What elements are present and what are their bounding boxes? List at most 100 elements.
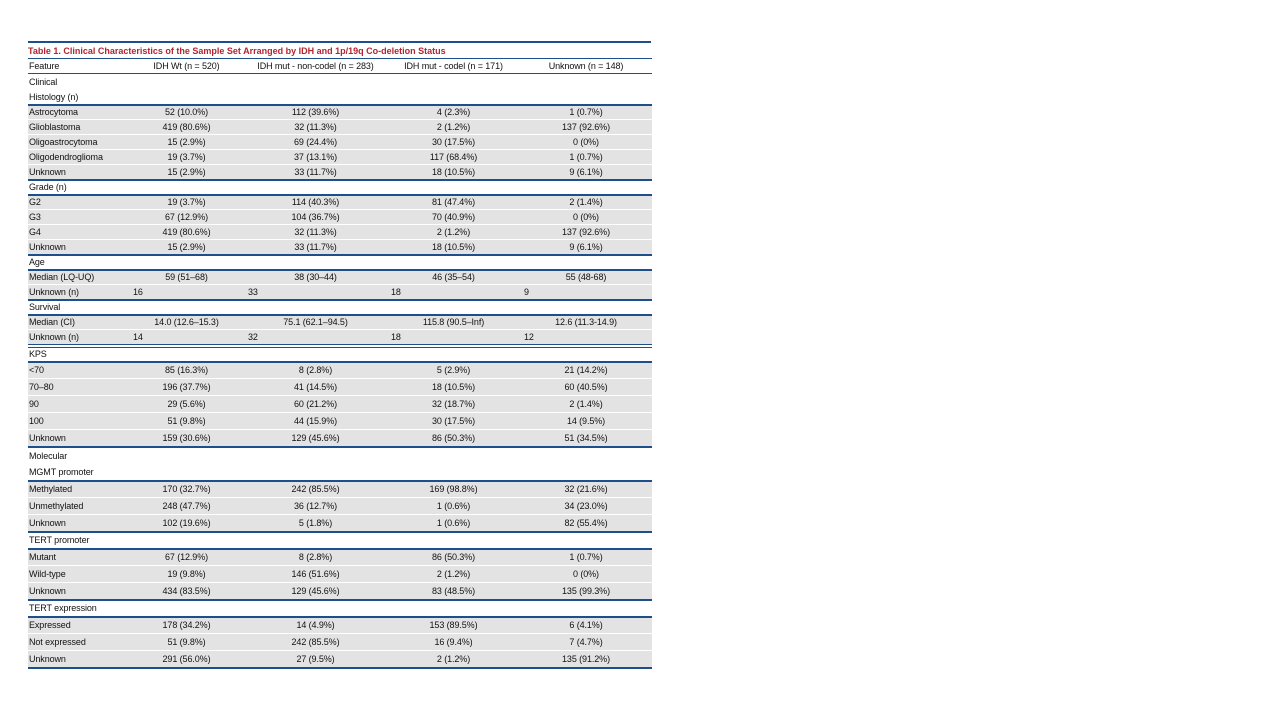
cell-idh-mut-non-codel: 69 (24.4%): [244, 134, 387, 150]
table-row: Unknown 434 (83.5%) 129 (45.6%) 83 (48.5%) 1…: [28, 582, 652, 601]
cell-feature: Astrocytoma: [28, 104, 129, 120]
cell-unknown: 6 (4.1%): [520, 616, 652, 634]
section-label: MGMT promoter: [28, 463, 652, 482]
header-idh-mut-non-codel: IDH mut - non-codel (n = 283): [244, 58, 387, 74]
cell-idh-mut-non-codel: 129 (45.6%): [244, 582, 387, 601]
table-row: Unknown (n) 14 32 18 12: [28, 329, 652, 348]
cell-unknown: 82 (55.4%): [520, 514, 652, 533]
table-row: Unknown 15 (2.9%) 33 (11.7%) 18 (10.5%) 9 (6…: [28, 164, 652, 181]
cell-idh-wt: 170 (32.7%): [129, 480, 244, 498]
cell-idh-mut-codel: 115.8 (90.5–Inf): [387, 314, 520, 330]
cell-idh-mut-non-codel: 129 (45.6%): [244, 429, 387, 448]
cell-idh-mut-codel: 1 (0.6%): [387, 497, 520, 515]
cell-feature: <70: [28, 361, 129, 379]
cell-unknown: 1 (0.7%): [520, 149, 652, 165]
cell-unknown: 135 (91.2%): [520, 650, 652, 669]
section-row: Age: [28, 254, 652, 271]
cell-unknown: 60 (40.5%): [520, 378, 652, 396]
section-row: Clinical: [28, 73, 652, 90]
header-feature: Feature: [28, 58, 129, 74]
cell-idh-mut-codel: 117 (68.4%): [387, 149, 520, 165]
cell-idh-mut-non-codel: 44 (15.9%): [244, 412, 387, 430]
header-row: Feature IDH Wt (n = 520) IDH mut - non-c…: [28, 58, 652, 74]
cell-idh-wt: 59 (51–68): [129, 269, 244, 285]
cell-idh-wt: 102 (19.6%): [129, 514, 244, 533]
cell-idh-mut-codel: 30 (17.5%): [387, 412, 520, 430]
cell-idh-wt: 29 (5.6%): [129, 395, 244, 413]
cell-unknown: 51 (34.5%): [520, 429, 652, 448]
cell-feature: G2: [28, 194, 129, 210]
section-label: Clinical: [28, 73, 652, 90]
cell-feature: G4: [28, 224, 129, 240]
cell-feature: 70–80: [28, 378, 129, 396]
table-row: <70 85 (16.3%) 8 (2.8%) 5 (2.9%) 21 (14.2%): [28, 361, 652, 379]
cell-idh-wt: 14: [129, 329, 244, 348]
cell-feature: Unknown: [28, 650, 129, 669]
table-row: Unknown (n) 16 33 18 9: [28, 284, 652, 301]
cell-feature: Unmethylated: [28, 497, 129, 515]
section-label: Molecular: [28, 446, 652, 464]
table-row: Median (LQ-UQ) 59 (51–68) 38 (30–44) 46 (35…: [28, 269, 652, 285]
cell-unknown: 55 (48-68): [520, 269, 652, 285]
cell-idh-mut-non-codel: 112 (39.6%): [244, 104, 387, 120]
cell-feature: 90: [28, 395, 129, 413]
cell-idh-mut-non-codel: 242 (85.5%): [244, 633, 387, 651]
cell-feature: Unknown: [28, 514, 129, 533]
cell-idh-mut-non-codel: 8 (2.8%): [244, 548, 387, 566]
cell-unknown: 2 (1.4%): [520, 194, 652, 210]
cell-idh-mut-codel: 2 (1.2%): [387, 565, 520, 583]
table-row: 70–80 196 (37.7%) 41 (14.5%) 18 (10.5%) 60 (…: [28, 378, 652, 396]
cell-idh-mut-codel: 18 (10.5%): [387, 378, 520, 396]
cell-idh-mut-codel: 5 (2.9%): [387, 361, 520, 379]
section-row: TERT expression: [28, 599, 652, 618]
cell-idh-mut-codel: 81 (47.4%): [387, 194, 520, 210]
table-row: Astrocytoma 52 (10.0%) 112 (39.6%) 4 (2.3%)…: [28, 104, 652, 120]
cell-idh-mut-codel: 2 (1.2%): [387, 119, 520, 135]
table-row: Not expressed 51 (9.8%) 242 (85.5%) 16 (9.4…: [28, 633, 652, 651]
cell-idh-mut-non-codel: 114 (40.3%): [244, 194, 387, 210]
cell-idh-mut-non-codel: 5 (1.8%): [244, 514, 387, 533]
cell-feature: Unknown: [28, 429, 129, 448]
cell-idh-wt: 14.0 (12.6–15.3): [129, 314, 244, 330]
cell-feature: G3: [28, 209, 129, 225]
cell-idh-wt: 67 (12.9%): [129, 209, 244, 225]
cell-unknown: 14 (9.5%): [520, 412, 652, 430]
table-row: Median (CI) 14.0 (12.6–15.3) 75.1 (62.1–94…: [28, 314, 652, 330]
cell-idh-wt: 419 (80.6%): [129, 119, 244, 135]
cell-idh-wt: 16: [129, 284, 244, 301]
table-row: G3 67 (12.9%) 104 (36.7%) 70 (40.9%) 0 (0%): [28, 209, 652, 225]
cell-idh-wt: 19 (3.7%): [129, 194, 244, 210]
cell-idh-mut-codel: 2 (1.2%): [387, 224, 520, 240]
cell-unknown: 9: [520, 284, 652, 301]
cell-feature: Methylated: [28, 480, 129, 498]
cell-idh-mut-codel: 83 (48.5%): [387, 582, 520, 601]
cell-feature: Unknown: [28, 582, 129, 601]
section-row: MGMT promoter: [28, 463, 652, 482]
cell-idh-mut-non-codel: 32: [244, 329, 387, 348]
table-row: Unmethylated 248 (47.7%) 36 (12.7%) 1 (0.6%…: [28, 497, 652, 515]
cell-idh-mut-codel: 18: [387, 329, 520, 348]
cell-idh-mut-codel: 16 (9.4%): [387, 633, 520, 651]
table-row: Mutant 67 (12.9%) 8 (2.8%) 86 (50.3%) 1 (0.7…: [28, 548, 652, 566]
cell-unknown: 2 (1.4%): [520, 395, 652, 413]
cell-idh-mut-non-codel: 14 (4.9%): [244, 616, 387, 634]
section-label: TERT expression: [28, 599, 652, 618]
cell-idh-wt: 434 (83.5%): [129, 582, 244, 601]
table-row: Oligodendroglioma 19 (3.7%) 37 (13.1%) 117 …: [28, 149, 652, 165]
cell-idh-wt: 67 (12.9%): [129, 548, 244, 566]
cell-idh-mut-non-codel: 33: [244, 284, 387, 301]
cell-idh-wt: 178 (34.2%): [129, 616, 244, 634]
cell-idh-wt: 15 (2.9%): [129, 239, 244, 256]
cell-idh-mut-codel: 32 (18.7%): [387, 395, 520, 413]
cell-idh-mut-non-codel: 32 (11.3%): [244, 119, 387, 135]
cell-idh-wt: 19 (3.7%): [129, 149, 244, 165]
table-row: Expressed 178 (34.2%) 14 (4.9%) 153 (89.5%)…: [28, 616, 652, 634]
cell-idh-mut-non-codel: 8 (2.8%): [244, 361, 387, 379]
cell-unknown: 12.6 (11.3-14.9): [520, 314, 652, 330]
cell-idh-mut-codel: 4 (2.3%): [387, 104, 520, 120]
cell-idh-mut-non-codel: 146 (51.6%): [244, 565, 387, 583]
cell-feature: Mutant: [28, 548, 129, 566]
header-unknown: Unknown (n = 148): [520, 58, 652, 74]
cell-feature: Glioblastoma: [28, 119, 129, 135]
cell-feature: Oligoastrocytoma: [28, 134, 129, 150]
